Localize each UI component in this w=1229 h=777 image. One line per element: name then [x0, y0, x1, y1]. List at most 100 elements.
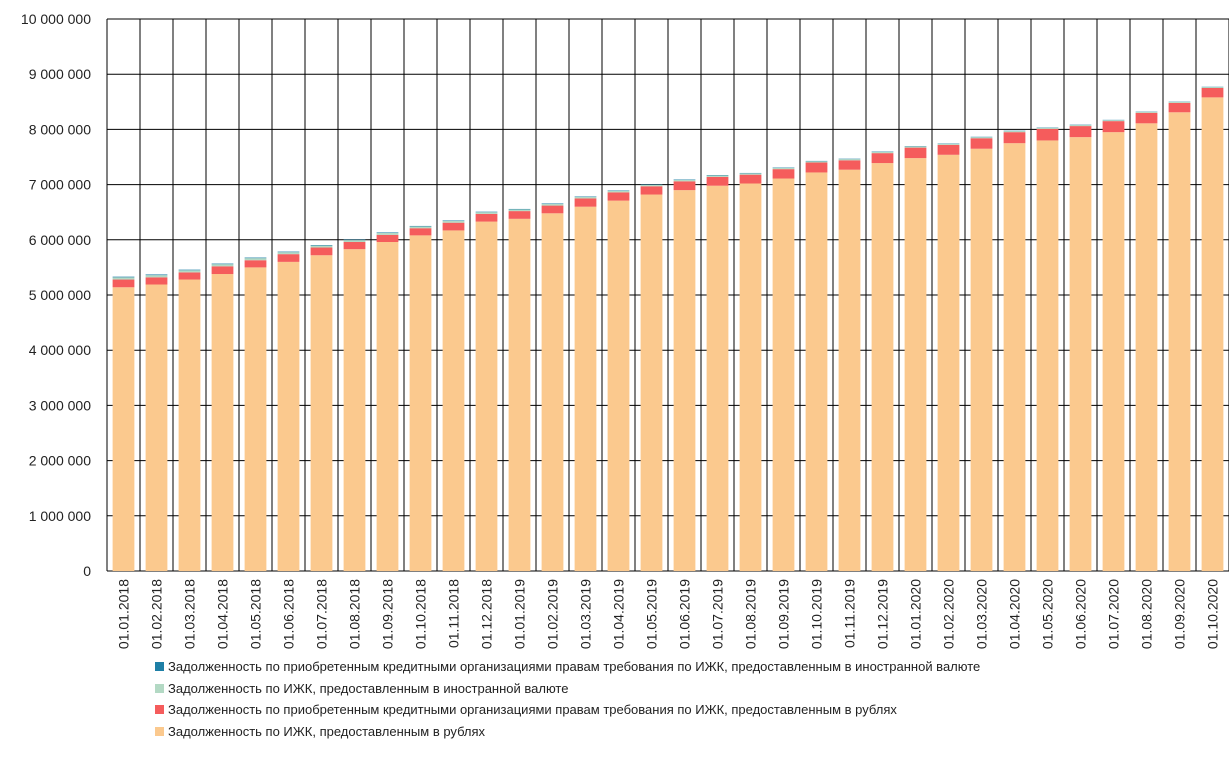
bar-segment-series-1: [1135, 112, 1158, 124]
bar-segment-series-2: [574, 196, 597, 199]
bar-segment-series-0: [145, 284, 168, 571]
bar-segment-series-1: [112, 279, 135, 288]
bar-segment-series-1: [673, 181, 696, 191]
bar-segment-series-3: [244, 257, 267, 259]
legend-item: Задолженность по ИЖК, предоставленным в …: [155, 721, 980, 743]
bar-segment-series-2: [244, 258, 267, 261]
bar-segment-series-3: [277, 251, 300, 253]
bar-segment-series-0: [244, 267, 267, 571]
y-tick-label: 3 000 000: [29, 397, 91, 413]
bar-segment-series-0: [739, 183, 762, 571]
y-tick-label: 9 000 000: [29, 66, 91, 82]
x-tick-label: 01.01.2019: [512, 579, 528, 649]
y-tick-label: 6 000 000: [29, 232, 91, 248]
legend-swatch: [155, 726, 164, 736]
x-tick-label: 01.03.2020: [974, 579, 990, 649]
bar-segment-series-0: [541, 213, 564, 571]
x-tick-label: 01.08.2018: [347, 579, 363, 649]
bar-segment-series-0: [838, 169, 861, 572]
bar-segment-series-0: [277, 261, 300, 571]
bar-segment-series-1: [475, 213, 498, 222]
bar-segment-series-2: [442, 220, 465, 223]
bar-segment-series-0: [211, 274, 234, 571]
bar-segment-series-0: [508, 218, 531, 571]
legend-label: Задолженность по приобретенным кредитным…: [168, 702, 897, 717]
x-tick-label: 01.10.2020: [1205, 579, 1221, 649]
bar-segment-series-1: [772, 169, 795, 179]
bar-segment-series-1: [937, 144, 960, 155]
bar-segment-series-0: [1036, 140, 1059, 571]
bar-segment-series-1: [1102, 121, 1125, 133]
bar-segment-series-0: [640, 194, 663, 571]
bar-segment-series-0: [475, 221, 498, 572]
bar-segment-series-2: [475, 212, 498, 214]
x-tick-label: 01.08.2020: [1139, 579, 1155, 649]
bar-segment-series-2: [673, 179, 696, 182]
x-tick-label: 01.06.2020: [1073, 579, 1089, 649]
bar-segment-series-2: [937, 143, 960, 145]
y-tick-label: 8 000 000: [29, 121, 91, 137]
x-tick-label: 01.10.2019: [809, 579, 825, 649]
bar-segment-series-0: [904, 158, 927, 571]
y-tick-label: 2 000 000: [29, 453, 91, 469]
legend-label: Задолженность по ИЖК, предоставленным в …: [168, 680, 569, 696]
bar-segment-series-2: [178, 270, 201, 273]
bar-segment-series-1: [871, 153, 894, 164]
bar-segment-series-1: [574, 198, 597, 207]
bar-segment-series-2: [607, 190, 630, 193]
bar-segment-series-2: [1003, 131, 1026, 133]
legend-item: Задолженность по ИЖК, предоставленным в …: [155, 678, 980, 700]
bar-segment-series-1: [1168, 102, 1191, 113]
bar-segment-series-2: [904, 146, 927, 148]
x-tick-label: 01.01.2018: [116, 579, 132, 649]
bar-segment-series-2: [211, 264, 234, 267]
bar-segment-series-0: [310, 255, 333, 572]
bar-segment-series-0: [1102, 132, 1125, 571]
bar-segment-series-0: [1168, 112, 1191, 572]
y-tick-label: 4 000 000: [29, 342, 91, 358]
x-tick-label: 01.10.2018: [413, 579, 429, 649]
x-tick-label: 01.06.2018: [281, 579, 297, 649]
bar-segment-series-1: [442, 222, 465, 231]
bar-segment-series-0: [607, 200, 630, 571]
bar-segment-series-0: [1135, 123, 1158, 571]
bar-segment-series-0: [772, 178, 795, 571]
bar-segment-series-1: [1003, 132, 1026, 144]
bar-segment-series-0: [871, 163, 894, 571]
bar-segment-series-1: [178, 272, 201, 280]
x-tick-label: 01.04.2020: [1007, 579, 1023, 649]
bar-segment-series-2: [112, 277, 135, 280]
bar-segment-series-2: [310, 245, 333, 248]
legend-swatch: [155, 683, 164, 693]
bar-segment-series-1: [211, 266, 234, 275]
x-tick-label: 01.05.2018: [248, 579, 264, 649]
bar-segment-series-1: [1069, 126, 1092, 138]
bar-segment-series-2: [376, 233, 399, 235]
bar-segment-series-3: [310, 245, 333, 246]
x-tick-label: 01.09.2018: [380, 579, 396, 649]
bar-segment-series-2: [805, 161, 828, 163]
y-tick-label: 7 000 000: [29, 177, 91, 193]
bar-segment-series-2: [145, 275, 168, 278]
bar-segment-series-0: [409, 235, 432, 571]
bar-segment-series-1: [145, 277, 168, 285]
x-tick-label: 01.09.2020: [1172, 579, 1188, 649]
bar-segment-series-0: [805, 172, 828, 571]
bar-segment-series-2: [277, 252, 300, 255]
x-tick-label: 01.01.2020: [908, 579, 924, 649]
bar-segment-series-2: [970, 137, 993, 139]
bar-segment-series-1: [277, 254, 300, 262]
y-tick-label: 5 000 000: [29, 287, 91, 303]
bar-segment-series-0: [178, 279, 201, 571]
bar-segment-series-3: [145, 274, 168, 276]
bar-segment-series-2: [739, 173, 762, 175]
x-tick-label: 01.05.2020: [1040, 579, 1056, 649]
x-tick-label: 01.02.2019: [545, 579, 561, 649]
legend-item: Задолженность по приобретенным кредитным…: [155, 699, 980, 721]
bar-segment-series-2: [409, 226, 432, 229]
bar-segment-series-0: [937, 154, 960, 572]
x-tick-label: 01.07.2019: [710, 579, 726, 649]
x-tick-label: 01.04.2019: [611, 579, 627, 649]
